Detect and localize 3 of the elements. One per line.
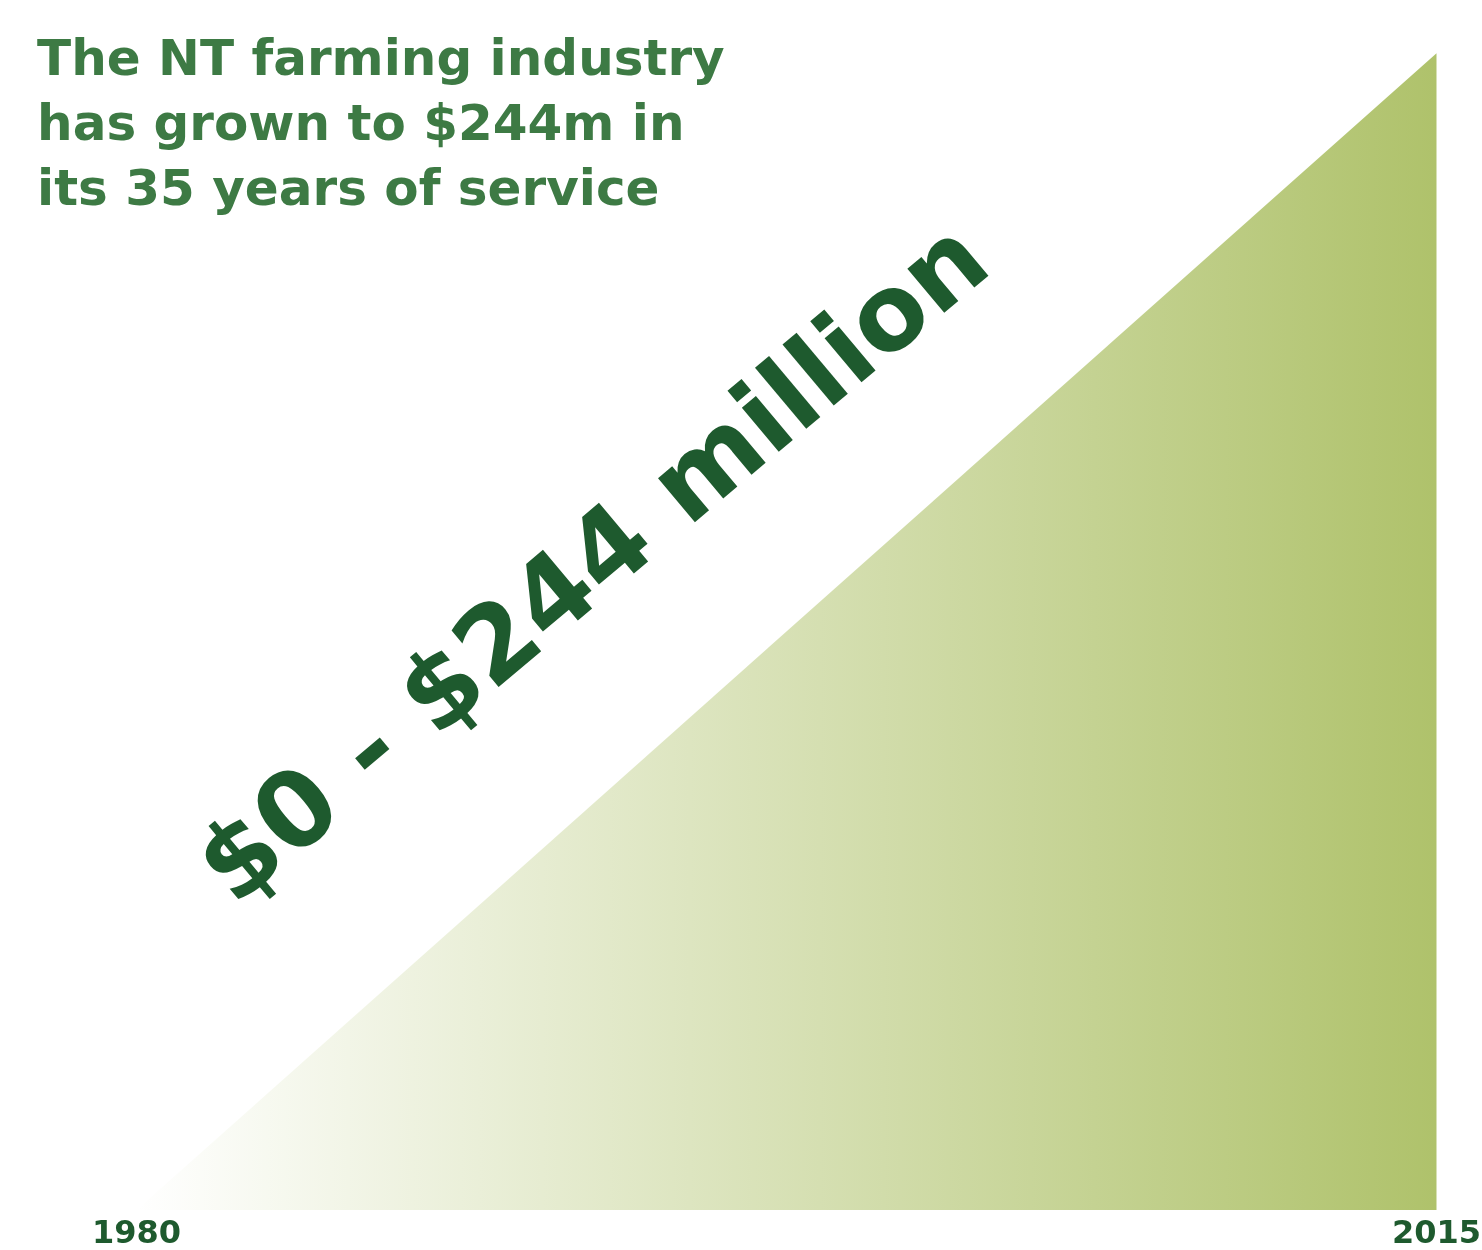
text: The NT farming industry has grown to $244m in its 35 years of service: [37, 29, 725, 217]
x-tick-label: 1980: [91, 1213, 182, 1250]
x-tick-label: 2015: [1391, 1213, 1482, 1250]
